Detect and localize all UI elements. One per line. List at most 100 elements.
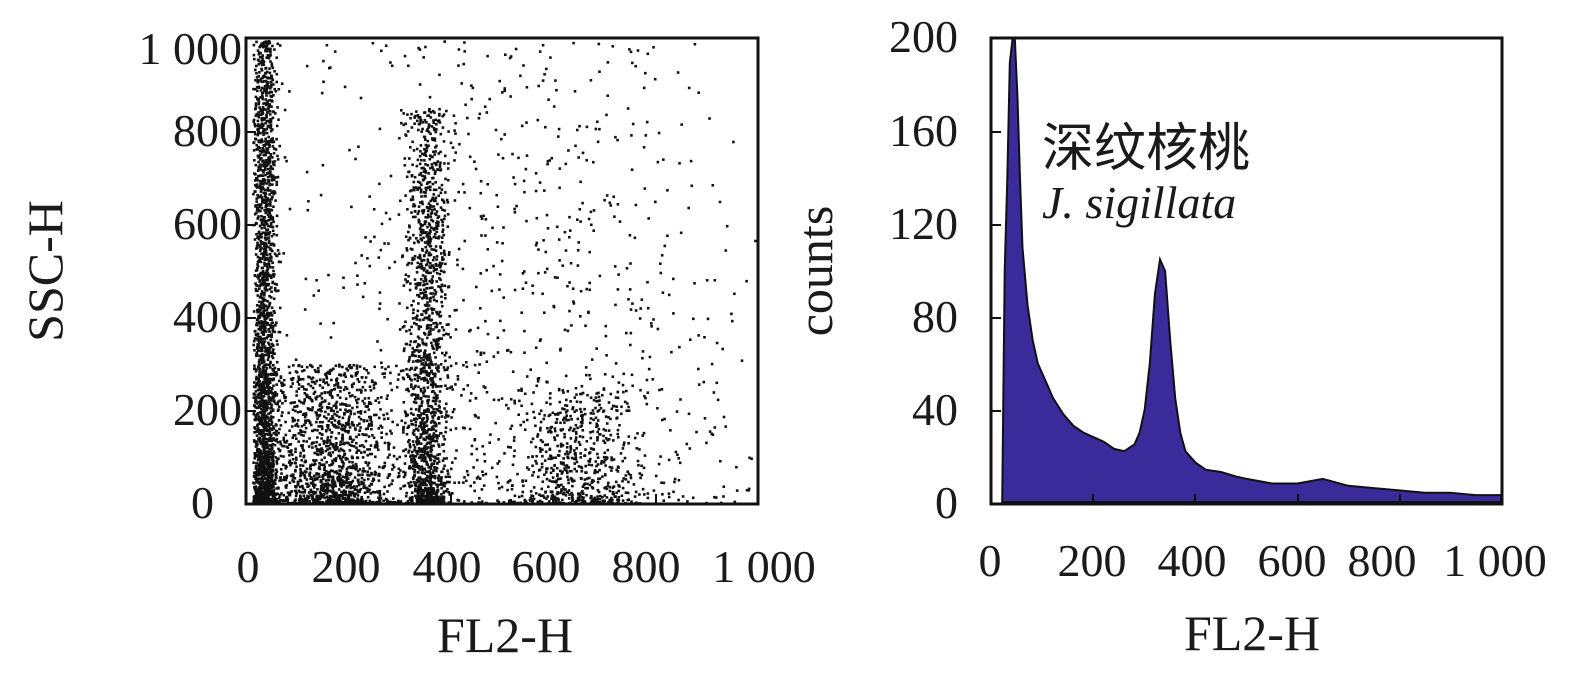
scatter-point bbox=[390, 432, 393, 435]
scatter-point bbox=[261, 445, 265, 448]
scatter-point bbox=[338, 496, 341, 499]
scatter-point bbox=[269, 274, 272, 277]
scatter-point bbox=[267, 215, 271, 219]
scatter-point bbox=[434, 292, 437, 296]
scatter-point bbox=[261, 442, 265, 445]
scatter-point bbox=[347, 471, 350, 475]
scatter-point bbox=[312, 492, 315, 496]
scatter-point bbox=[419, 421, 422, 424]
scatter-point bbox=[335, 377, 339, 380]
scatter-point bbox=[432, 407, 435, 411]
scatter-point bbox=[270, 306, 274, 310]
scatter-point bbox=[262, 428, 265, 432]
scatter-point bbox=[274, 475, 278, 479]
scatter-point bbox=[262, 358, 265, 361]
scatter-point bbox=[260, 257, 264, 260]
scatter-point bbox=[430, 463, 434, 467]
scatter-point bbox=[271, 349, 275, 353]
scatter-point bbox=[263, 261, 266, 265]
scatter-point bbox=[383, 417, 386, 421]
scatter-point bbox=[304, 421, 307, 424]
scatter-point bbox=[396, 423, 399, 427]
scatter-point bbox=[318, 497, 321, 500]
scatter-point bbox=[564, 452, 567, 456]
scatter-point bbox=[259, 489, 263, 492]
scatter-point bbox=[269, 255, 273, 259]
scatter-point bbox=[434, 402, 437, 406]
scatter-point bbox=[256, 332, 260, 336]
scatter-point bbox=[431, 434, 435, 438]
scatter-point bbox=[273, 252, 277, 256]
scatter-point bbox=[267, 162, 270, 166]
scatter-point bbox=[260, 290, 264, 293]
scatter-point bbox=[425, 146, 429, 150]
scatter-point bbox=[425, 182, 429, 185]
scatter-point bbox=[272, 485, 275, 489]
scatter-point bbox=[309, 384, 313, 388]
scatter-point bbox=[290, 385, 293, 388]
scatter-point bbox=[427, 114, 431, 117]
scatter-point bbox=[564, 494, 568, 497]
scatter-point bbox=[546, 426, 549, 430]
scatter-point bbox=[411, 195, 415, 199]
scatter-point bbox=[416, 314, 419, 317]
scatter-point bbox=[303, 399, 306, 403]
scatter-point bbox=[377, 416, 381, 420]
scatter-point bbox=[287, 450, 291, 453]
scatter-point bbox=[442, 495, 445, 499]
scatter-point bbox=[331, 479, 334, 483]
scatter-point bbox=[257, 488, 261, 491]
scatter-point bbox=[254, 329, 257, 333]
scatter-point bbox=[397, 213, 401, 216]
scatter-point bbox=[443, 209, 446, 212]
scatter-point bbox=[413, 254, 417, 258]
scatter-point bbox=[260, 42, 263, 45]
scatter-point bbox=[338, 454, 342, 458]
scatter-point bbox=[268, 109, 271, 113]
scatter-point bbox=[428, 356, 432, 360]
scatter-point bbox=[414, 340, 417, 343]
scatter-point bbox=[265, 245, 268, 248]
scatter-point bbox=[264, 497, 268, 501]
scatter-point bbox=[282, 455, 285, 458]
scatter-point bbox=[352, 438, 355, 442]
scatter-point bbox=[426, 241, 429, 244]
scatter-point bbox=[268, 381, 272, 385]
scatter-point bbox=[256, 294, 260, 297]
scatter-point bbox=[450, 385, 453, 388]
scatter-point bbox=[424, 251, 428, 254]
scatter-point bbox=[420, 426, 423, 429]
scatter-point bbox=[260, 196, 264, 199]
scatter-point bbox=[423, 451, 427, 455]
scatter-point bbox=[279, 376, 283, 380]
scatter-point bbox=[262, 102, 265, 105]
scatter-point bbox=[255, 76, 259, 79]
scatter-point bbox=[432, 432, 436, 435]
scatter-point bbox=[413, 321, 416, 325]
scatter-point bbox=[270, 314, 274, 317]
scatter-point bbox=[255, 208, 259, 212]
scatter-point bbox=[355, 405, 359, 409]
scatter-point bbox=[291, 479, 294, 482]
scatter-point bbox=[270, 354, 274, 358]
scatter-point bbox=[256, 453, 259, 456]
scatter-point bbox=[313, 390, 317, 394]
scatter-point bbox=[417, 325, 421, 328]
scatter-point bbox=[333, 481, 337, 485]
scatter-point bbox=[271, 428, 274, 431]
scatter-point bbox=[415, 440, 418, 443]
scatter-point bbox=[432, 487, 435, 490]
scatter-point bbox=[297, 432, 301, 435]
scatter-point bbox=[425, 121, 428, 124]
scatter-point bbox=[413, 204, 417, 208]
scatter-point bbox=[255, 40, 258, 44]
scatter-point bbox=[423, 316, 427, 320]
scatter-point bbox=[330, 485, 334, 488]
scatter-point bbox=[415, 147, 419, 151]
scatter-point bbox=[336, 393, 340, 397]
scatter-point bbox=[263, 85, 267, 88]
scatter-point bbox=[425, 205, 429, 209]
scatter-point bbox=[264, 196, 267, 199]
scatter-point bbox=[444, 430, 447, 434]
scatter-point bbox=[413, 446, 417, 449]
